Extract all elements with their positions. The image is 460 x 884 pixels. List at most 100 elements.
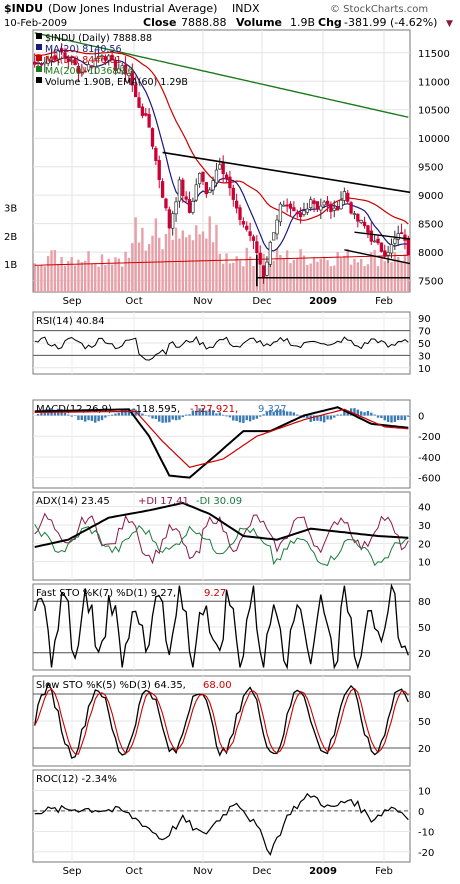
macd-histogram-bar [400, 416, 402, 421]
candle-body [390, 245, 393, 254]
macd-histogram-bar [81, 416, 83, 420]
bottom-month-label: Oct [125, 866, 142, 877]
volume-bar [370, 252, 372, 292]
candle-body [229, 177, 232, 188]
candle-body [343, 192, 346, 201]
macd-histogram-bar [161, 416, 163, 423]
bottom-month-label: Nov [193, 866, 213, 877]
volume-bar [202, 232, 204, 292]
candle-body [208, 190, 211, 193]
macd-histogram-bar [320, 416, 322, 422]
month-label: Nov [193, 296, 213, 307]
volume-bar [37, 266, 39, 292]
candle-body [367, 226, 370, 233]
macd-histogram-bar [363, 412, 365, 415]
volume-bar [333, 265, 335, 292]
volume-bar [198, 234, 200, 292]
month-label: Sep [63, 296, 82, 307]
volume-bar [81, 262, 83, 292]
candle-body [272, 233, 275, 240]
volume-bar [205, 238, 207, 292]
chg-label: Chg [318, 16, 342, 29]
volume-bar [303, 255, 305, 292]
macd-value: -118.595, [132, 404, 180, 415]
macd-histogram-bar [111, 415, 113, 416]
candle-body [407, 238, 410, 255]
macd-histogram-bar [104, 416, 106, 418]
macd-histogram-bar [360, 411, 362, 415]
macd-histogram-bar [114, 414, 116, 416]
candle-body [151, 128, 154, 146]
volume-bar [212, 242, 214, 292]
candle-body [205, 182, 208, 193]
exchange-text: INDX [232, 2, 260, 15]
macd-histogram-bar [340, 415, 342, 416]
roc-tick-label: -10 [418, 827, 434, 838]
macd-histogram-bar [225, 416, 227, 417]
macd-histogram-bar [336, 415, 338, 416]
volume-bar [57, 264, 59, 292]
macd-histogram-bar [390, 416, 392, 423]
candle-body [37, 62, 40, 63]
volume-bar [138, 243, 140, 292]
volume-bar [54, 250, 56, 292]
candle-body [235, 201, 238, 208]
volume-bar [195, 225, 197, 292]
bottom-month-label: Feb [375, 866, 393, 877]
candle-body [340, 200, 343, 209]
macd-histogram-bar [370, 413, 372, 416]
candle-body [363, 222, 366, 226]
volume-bar [168, 227, 170, 292]
slow-sto-tick-label: 20 [418, 744, 431, 755]
legend-swatch [36, 66, 42, 72]
macd-histogram-bar [380, 416, 382, 418]
volume-bar [343, 256, 345, 292]
macd-histogram-bar [118, 413, 120, 416]
volume-bar [97, 267, 99, 292]
volume-bar [165, 234, 167, 292]
candle-body [249, 232, 252, 236]
candle-body [158, 160, 161, 179]
candle-body [269, 242, 272, 264]
rsi-tick-label: 90 [418, 314, 431, 325]
macd-histogram-bar [259, 416, 261, 417]
macd-histogram-bar [158, 416, 160, 422]
volume-bar [44, 266, 46, 292]
volume-bar [353, 259, 355, 292]
volume-bar [320, 259, 322, 292]
candle-body [309, 200, 312, 208]
candle-body [259, 253, 262, 264]
volume-bar [101, 254, 103, 292]
adx-tick-label: 30 [418, 521, 431, 532]
roc-tick-label: -20 [418, 848, 434, 859]
volume-bar [394, 252, 396, 292]
volume-bar [111, 265, 113, 292]
slow-sto-title: Slow STO %K(5) %D(3) 64.35, [36, 680, 186, 691]
volume-tick-label: 2B [4, 232, 17, 243]
legend-entry: MA(200) 10368.26 [45, 66, 134, 77]
macd-signal-value: -127.921, [190, 404, 238, 415]
candle-body [276, 220, 279, 234]
candle-body [40, 64, 43, 65]
symbol-text: $INDU [4, 2, 43, 15]
minus-di-value: -DI 30.09 [196, 496, 242, 507]
price-tick-label: 11500 [418, 49, 450, 60]
adx-tick-label: 40 [418, 503, 431, 514]
candle-body [387, 252, 390, 255]
macd-histogram-bar [323, 416, 325, 423]
candle-body [185, 197, 188, 199]
volume-bar [225, 253, 227, 292]
candle-body [316, 202, 319, 210]
volume-bar [222, 264, 224, 292]
macd-tick-label: -400 [418, 453, 441, 464]
volume-bar [71, 257, 73, 292]
candle-body [202, 172, 205, 181]
macd-histogram-bar [407, 416, 409, 417]
candle-body [165, 199, 168, 208]
adx-tick-label: 10 [418, 558, 431, 569]
volume-bar [363, 266, 365, 292]
price-tick-label: 11000 [418, 77, 450, 88]
volume-bar [124, 252, 126, 292]
